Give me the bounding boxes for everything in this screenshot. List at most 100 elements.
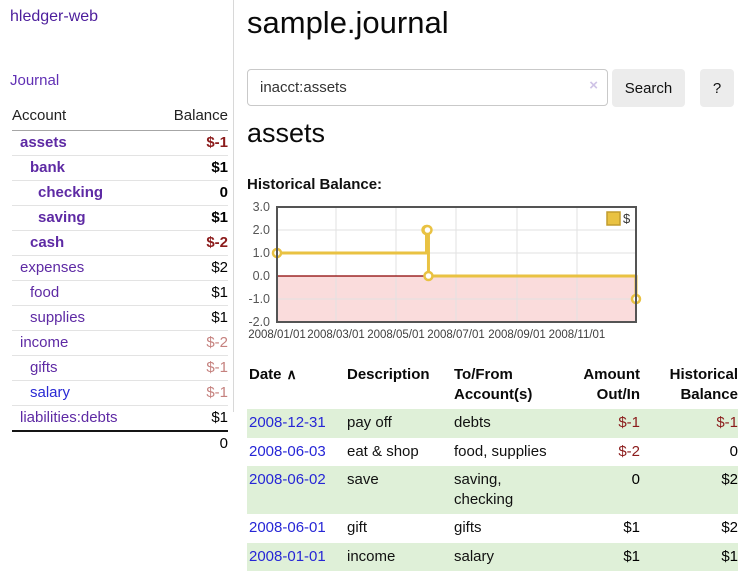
account-link[interactable]: salary	[30, 384, 71, 401]
account-link[interactable]: cash	[30, 234, 65, 251]
transaction-balance: 0	[729, 442, 738, 460]
th-amount: Amount Out/In	[583, 366, 640, 403]
account-row: gifts $-1	[12, 355, 228, 381]
clear-search-icon[interactable]: ×	[589, 77, 598, 94]
transaction-date: 2008-06-03	[247, 438, 345, 467]
account-row: food $1	[12, 280, 228, 306]
transactions-header-row: Date ∧ Description To/From Account(s) Amo…	[247, 362, 738, 409]
accounts-total: 0	[154, 430, 228, 455]
sidebar: hledger-web Journal Account Balance asse…	[0, 0, 234, 455]
transaction-balance: $-1	[716, 414, 738, 431]
account-balance: $-1	[154, 355, 228, 381]
account-balance: 0	[154, 180, 228, 206]
transaction-date: 2008-06-01	[247, 514, 345, 543]
th-accounts: To/From Account(s)	[454, 366, 533, 403]
account-row: expenses $2	[12, 255, 228, 281]
transaction-row[interactable]: 2008-06-02 save saving, checking 0 $2	[247, 466, 738, 514]
transaction-description: save	[347, 471, 379, 488]
account-balance: $1	[154, 305, 228, 331]
transaction-accounts: debts	[454, 414, 491, 431]
account-balance: $-2	[154, 230, 228, 256]
account-link[interactable]: bank	[30, 159, 66, 176]
account-balance: $1	[154, 155, 228, 181]
account-link[interactable]: saving	[38, 209, 86, 226]
transaction-row[interactable]: 2008-06-01 gift gifts $1 $2	[247, 514, 738, 543]
transaction-accounts: salary	[454, 547, 495, 565]
account-link[interactable]: food	[30, 284, 60, 301]
account-link[interactable]: assets	[20, 134, 67, 151]
transaction-balance: $2	[721, 519, 738, 536]
search-input[interactable]	[247, 69, 608, 106]
accounts-header-account: Account	[12, 104, 155, 131]
svg-text:2008/05/01: 2008/05/01	[367, 329, 425, 341]
sort-ascending-icon: ∧	[286, 366, 297, 382]
transaction-date-link[interactable]: 2008-06-02	[249, 471, 326, 488]
account-link[interactable]: checking	[38, 184, 104, 201]
account-row: liabilities:debts $1	[12, 405, 228, 431]
account-link[interactable]: supplies	[30, 309, 86, 326]
transaction-balance: $1	[721, 547, 738, 565]
account-balance: $1	[154, 280, 228, 306]
transaction-amount: $1	[623, 547, 640, 565]
account-balance: $-1	[206, 134, 228, 151]
th-date[interactable]: Date ∧	[249, 366, 297, 383]
transaction-description: gift	[347, 519, 368, 536]
app-brand-link[interactable]: hledger-web	[10, 8, 99, 25]
transaction-amount: $1	[623, 519, 640, 536]
transaction-row[interactable]: 2008-12-31 pay off debts $-1 $-1	[247, 409, 738, 438]
account-row: supplies $1	[12, 305, 228, 331]
svg-text:2008/11/01: 2008/11/01	[549, 329, 606, 341]
search-form: × Search ?	[247, 69, 738, 107]
transaction-date: 2008-01-01	[247, 543, 345, 572]
transaction-accounts: saving, checking	[454, 471, 514, 508]
account-balance: $-2	[154, 330, 228, 356]
account-row: salary $-1	[12, 380, 228, 406]
svg-text:$: $	[623, 211, 631, 226]
account-link[interactable]: expenses	[20, 259, 85, 276]
transaction-accounts: gifts	[454, 519, 482, 536]
transaction-row[interactable]: 2008-01-01 income salary $1 $1	[247, 542, 738, 572]
search-input-wrap: ×	[247, 69, 608, 106]
search-button[interactable]: Search	[612, 69, 685, 107]
transaction-date-link[interactable]: 2008-01-01	[249, 547, 326, 565]
transaction-description: income	[347, 547, 396, 565]
th-description: Description	[347, 366, 430, 383]
transaction-date-link[interactable]: 2008-06-01	[249, 519, 326, 536]
main-content: sample.journal × Search ? assets Histori…	[247, 0, 738, 582]
svg-text:3.0: 3.0	[253, 200, 270, 214]
transaction-balance: $2	[721, 471, 738, 488]
transaction-amount: $-1	[618, 414, 640, 431]
svg-text:2008/03/01: 2008/03/01	[307, 329, 365, 341]
transaction-date: 2008-06-02	[247, 466, 345, 514]
transaction-date-link[interactable]: 2008-06-03	[249, 442, 326, 460]
account-link[interactable]: income	[20, 334, 69, 351]
account-row: bank $1	[12, 155, 228, 181]
svg-text:-1.0: -1.0	[248, 292, 270, 306]
svg-text:2008/07/01: 2008/07/01	[427, 329, 485, 341]
svg-text:-2.0: -2.0	[248, 315, 270, 329]
account-link[interactable]: liabilities:debts	[20, 409, 118, 426]
sidebar-item-journal[interactable]: Journal	[10, 72, 60, 89]
page-title: sample.journal	[247, 5, 449, 40]
transaction-description: pay off	[347, 414, 392, 431]
svg-text:0.0: 0.0	[253, 269, 270, 283]
accounts-table: Account Balance assets $-1 bank $1 checking 0…	[12, 104, 228, 455]
account-row: income $-2	[12, 330, 228, 356]
accounts-header-balance: Balance	[154, 104, 228, 131]
transaction-description: eat & shop	[347, 442, 419, 460]
transaction-amount: 0	[631, 471, 640, 488]
account-link[interactable]: gifts	[30, 359, 58, 376]
help-button[interactable]: ?	[700, 69, 734, 107]
account-balance: $2	[154, 255, 228, 281]
account-row: assets $-1	[12, 131, 228, 156]
account-balance: $1	[154, 405, 228, 431]
th-balance: Historical Balance	[669, 366, 738, 403]
transaction-amount: $-2	[618, 442, 640, 460]
transaction-accounts: food, supplies	[454, 442, 547, 460]
transaction-date-link[interactable]: 2008-12-31	[249, 414, 326, 431]
account-balance: $1	[154, 205, 228, 231]
svg-text:2008/01/01: 2008/01/01	[248, 329, 306, 341]
account-row: saving $1	[12, 205, 228, 231]
transaction-row[interactable]: 2008-06-03 eat & shop food, supplies $-2 0	[247, 438, 738, 467]
account-row: cash $-2	[12, 230, 228, 256]
